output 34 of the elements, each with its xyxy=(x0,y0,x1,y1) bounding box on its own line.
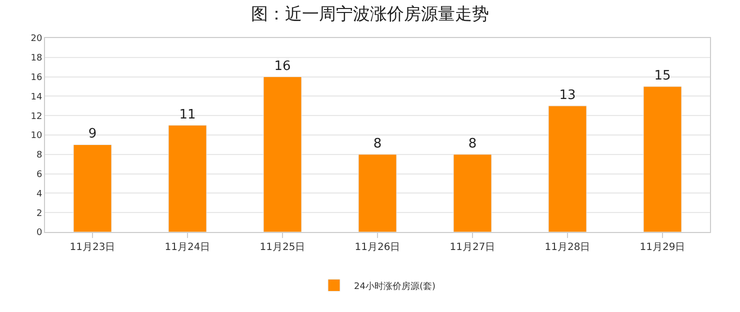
x-tick-label: 11月27日 xyxy=(450,242,496,253)
y-tick-label: 16 xyxy=(30,72,42,83)
bar xyxy=(263,76,302,232)
legend-label: 24小时涨价房源(套) xyxy=(354,280,436,292)
x-tick-label: 11月29日 xyxy=(640,242,686,253)
bar xyxy=(168,125,207,232)
y-tick-label: 10 xyxy=(30,131,42,142)
y-tick-label: 6 xyxy=(36,170,42,180)
chart-title: 图：近一周宁波涨价房源量走势 xyxy=(251,4,489,25)
y-tick-label: 0 xyxy=(36,228,42,238)
y-tick-label: 2 xyxy=(36,208,42,219)
y-tick-label: 18 xyxy=(30,54,42,64)
x-tick-label: 11月23日 xyxy=(70,242,116,253)
data-label: 11 xyxy=(179,107,196,122)
y-tick-label: 8 xyxy=(36,150,42,161)
data-label: 9 xyxy=(88,126,97,142)
bar xyxy=(73,144,112,232)
bar xyxy=(358,154,397,232)
data-label: 16 xyxy=(274,58,291,74)
data-label: 8 xyxy=(373,136,382,152)
y-tick-label: 4 xyxy=(36,189,42,200)
x-tick-label: 11月25日 xyxy=(260,242,306,253)
x-tick-label: 11月28日 xyxy=(544,242,590,253)
data-label: 13 xyxy=(559,88,576,103)
data-label: 8 xyxy=(468,136,477,152)
x-tick-label: 11月26日 xyxy=(354,242,400,253)
bar xyxy=(453,154,492,232)
y-tick-label: 20 xyxy=(30,34,42,44)
data-label: 15 xyxy=(654,68,671,84)
x-tick-label: 11月24日 xyxy=(164,242,210,253)
y-tick-label: 14 xyxy=(30,92,42,102)
bar xyxy=(643,86,682,232)
y-tick-label: 12 xyxy=(30,112,42,122)
bar xyxy=(548,106,587,232)
